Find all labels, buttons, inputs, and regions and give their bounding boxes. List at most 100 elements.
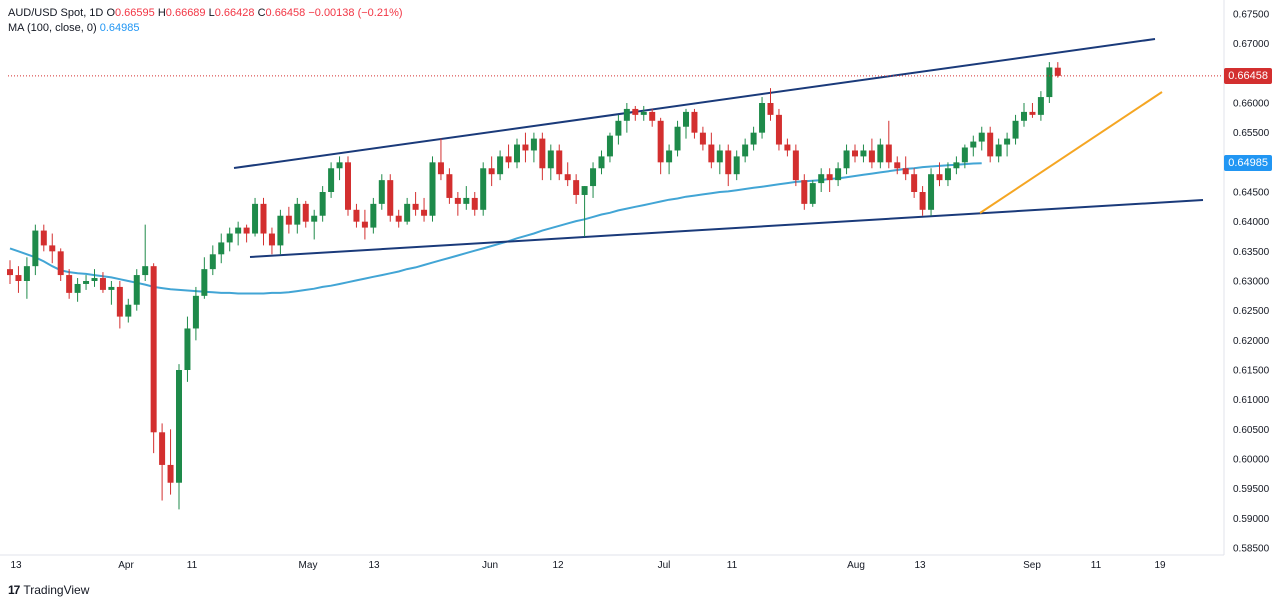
candle-down[interactable] (792, 150, 799, 181)
support-trend-line[interactable] (979, 91, 1163, 214)
candle-up[interactable] (184, 328, 191, 370)
candle-up[interactable] (598, 156, 605, 169)
candle-down[interactable] (412, 203, 419, 210)
candle-down[interactable] (243, 227, 250, 234)
candle-down[interactable] (150, 266, 157, 433)
candle-down[interactable] (852, 150, 858, 157)
candle-up[interactable] (74, 283, 81, 293)
candle-up[interactable] (319, 192, 326, 216)
candle-down[interactable] (505, 156, 512, 163)
candle-up[interactable] (944, 168, 951, 181)
candle-down[interactable] (57, 251, 64, 276)
candle-up[interactable] (201, 269, 208, 296)
candle-down[interactable] (260, 203, 267, 234)
candle-up[interactable] (759, 103, 766, 133)
candle-down[interactable] (7, 269, 13, 276)
candle-up[interactable] (514, 144, 520, 163)
candle-up[interactable] (192, 295, 199, 329)
candle-down[interactable] (911, 174, 918, 192)
candle-up[interactable] (176, 370, 182, 483)
candle-down[interactable] (1054, 67, 1061, 76)
candle-down[interactable] (826, 174, 833, 181)
candle-down[interactable] (522, 144, 529, 151)
candle-up[interactable] (877, 144, 884, 163)
channel-lower-line[interactable] (249, 199, 1204, 258)
candle-up[interactable] (277, 215, 284, 246)
candle-up[interactable] (623, 108, 630, 121)
candle-down[interactable] (99, 278, 106, 290)
candle-down[interactable] (708, 144, 715, 163)
candle-down[interactable] (454, 197, 461, 204)
candle-down[interactable] (885, 144, 892, 163)
candle-down[interactable] (919, 192, 926, 210)
candle-up[interactable] (311, 215, 318, 222)
candle-up[interactable] (1037, 97, 1044, 115)
candle-down[interactable] (657, 120, 664, 163)
candle-down[interactable] (66, 275, 73, 293)
candle-down[interactable] (936, 174, 943, 181)
candle-down[interactable] (40, 230, 47, 246)
candle-up[interactable] (860, 150, 867, 157)
candle-up[interactable] (1012, 120, 1019, 139)
candle-down[interactable] (868, 150, 875, 163)
channel-upper-line[interactable] (233, 38, 1156, 169)
candle-up[interactable] (218, 242, 225, 255)
candle-up[interactable] (818, 174, 825, 184)
candle-up[interactable] (91, 278, 98, 281)
candle-up[interactable] (108, 286, 115, 290)
candle-down[interactable] (159, 432, 166, 465)
candle-down[interactable] (471, 197, 478, 210)
candle-up[interactable] (235, 227, 242, 234)
candle-up[interactable] (843, 150, 850, 169)
candle-up[interactable] (370, 203, 377, 228)
candle-down[interactable] (285, 215, 292, 225)
candle-up[interactable] (683, 111, 689, 127)
candle-down[interactable] (775, 114, 782, 145)
candle-up[interactable] (666, 150, 673, 163)
candle-up[interactable] (970, 141, 977, 148)
candle-down[interactable] (167, 464, 174, 483)
candle-down[interactable] (116, 286, 123, 317)
candle-up[interactable] (378, 180, 385, 204)
candle-up[interactable] (961, 147, 968, 163)
candle-up[interactable] (23, 266, 30, 281)
candle-up[interactable] (328, 168, 335, 192)
candle-down[interactable] (395, 215, 402, 222)
candle-down[interactable] (387, 180, 394, 216)
candle-down[interactable] (361, 221, 368, 228)
candle-up[interactable] (336, 162, 343, 169)
candle-down[interactable] (573, 180, 580, 195)
candle-up[interactable] (429, 162, 436, 216)
candle-down[interactable] (699, 132, 706, 145)
candle-up[interactable] (1021, 111, 1027, 121)
ma-label[interactable]: MA (100, close, 0) (8, 22, 97, 34)
candle-up[interactable] (750, 132, 757, 145)
candle-up[interactable] (32, 230, 39, 267)
candle-up[interactable] (978, 132, 985, 142)
candle-up[interactable] (226, 233, 233, 243)
candle-down[interactable] (268, 233, 275, 246)
candle-up[interactable] (995, 144, 1002, 157)
candle-up[interactable] (1046, 67, 1053, 98)
candle-up[interactable] (252, 203, 259, 234)
candle-down[interactable] (437, 162, 444, 175)
candle-up[interactable] (742, 144, 749, 157)
candle-up[interactable] (480, 168, 487, 210)
candle-up[interactable] (142, 266, 149, 276)
candle-down[interactable] (987, 132, 994, 157)
candle-down[interactable] (556, 150, 563, 175)
candle-down[interactable] (725, 150, 732, 175)
candle-down[interactable] (691, 111, 698, 133)
candle-down[interactable] (632, 108, 639, 115)
candle-down[interactable] (15, 275, 22, 281)
candle-up[interactable] (1004, 138, 1011, 145)
candle-up[interactable] (463, 197, 470, 204)
candle-up[interactable] (294, 203, 301, 225)
candle-up[interactable] (835, 168, 842, 181)
candle-down[interactable] (353, 209, 360, 222)
candle-up[interactable] (674, 126, 681, 151)
candle-up[interactable] (640, 111, 647, 115)
candle-down[interactable] (801, 180, 808, 204)
candle-down[interactable] (488, 168, 495, 175)
